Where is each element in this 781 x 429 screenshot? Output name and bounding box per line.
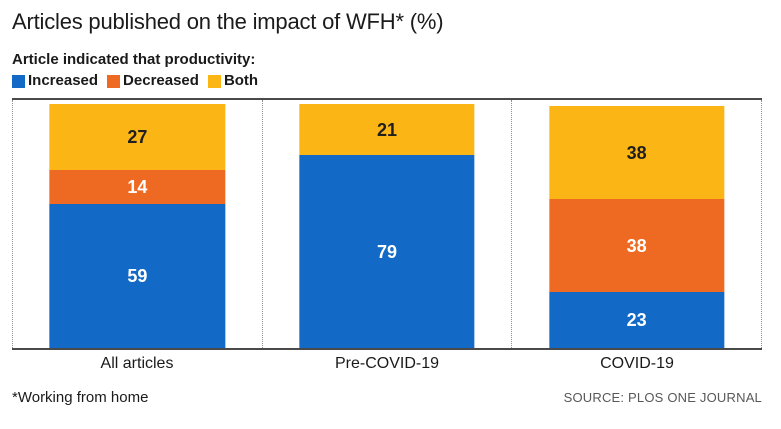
footer: *Working from home SOURCE: PLOS ONE JOUR…	[12, 389, 762, 406]
segment-value-label: 59	[127, 266, 148, 287]
segment-value-label: 38	[626, 235, 647, 256]
segment-value-label: 27	[127, 126, 148, 147]
legend-label: Both	[223, 72, 259, 89]
bar-panel-1: 27 14 59	[12, 100, 262, 348]
stacked-bar-all-articles: 27 14 59	[49, 104, 225, 348]
legend-label: Decreased	[123, 72, 199, 89]
bar-segment-decreased: 38	[549, 199, 725, 292]
segment-value-label: 14	[127, 176, 148, 197]
legend-swatch-both	[207, 74, 221, 88]
legend-item-increased: Increased	[12, 72, 98, 90]
bar-segment-both: 27	[49, 104, 225, 170]
footnote: *Working from home	[12, 389, 149, 406]
segment-value-label: 79	[376, 241, 398, 262]
category-label-covid-19: COVID-19	[600, 355, 674, 372]
legend-items: Increased Decreased Both	[12, 72, 762, 90]
bar-panel-2: 21 79	[261, 100, 512, 348]
category-label-all-articles: All articles	[100, 355, 174, 372]
bar-segment-increased: 79	[299, 155, 475, 348]
stacked-bar-pre-covid-19: 21 79	[299, 104, 475, 348]
plot-area: 27 14 59 21 79 38 38 23 All articles Pre-COVID-1…	[12, 98, 763, 373]
category-label-pre-covid-19: Pre-COVID-19	[334, 355, 440, 372]
axis-top-line	[12, 98, 762, 100]
bar-segment-both: 38	[549, 106, 725, 200]
bar-segment-increased: 59	[49, 204, 225, 348]
bar-segment-increased: 23	[549, 291, 725, 348]
bars-container: 27 14 59 21 79 38 38 23	[12, 100, 763, 348]
legend-item-decreased: Decreased	[107, 72, 199, 90]
source-credit: SOURCE: PLOS ONE JOURNAL	[563, 390, 762, 405]
category-labels: All articles Pre-COVID-19 COVID-19	[12, 350, 762, 373]
legend-label: Increased	[28, 72, 99, 89]
legend-swatch-decreased	[107, 74, 121, 88]
legend: Article indicated that productivity: Inc…	[12, 51, 762, 90]
segment-value-label: 21	[376, 119, 398, 140]
legend-heading: Article indicated that productivity:	[12, 51, 256, 68]
bar-segment-both: 21	[299, 104, 475, 156]
chart-title: Articles published on the impact of WFH*…	[12, 9, 444, 34]
segment-value-label: 23	[626, 309, 647, 330]
legend-item-both: Both	[207, 72, 259, 90]
axis-base-line	[12, 348, 762, 350]
bar-segment-decreased: 14	[49, 169, 225, 205]
legend-swatch-increased	[12, 74, 25, 88]
segment-value-label: 38	[626, 142, 647, 163]
stacked-bar-covid-19: 38 38 23	[549, 104, 725, 348]
bar-panel-3: 38 38 23	[511, 100, 763, 348]
